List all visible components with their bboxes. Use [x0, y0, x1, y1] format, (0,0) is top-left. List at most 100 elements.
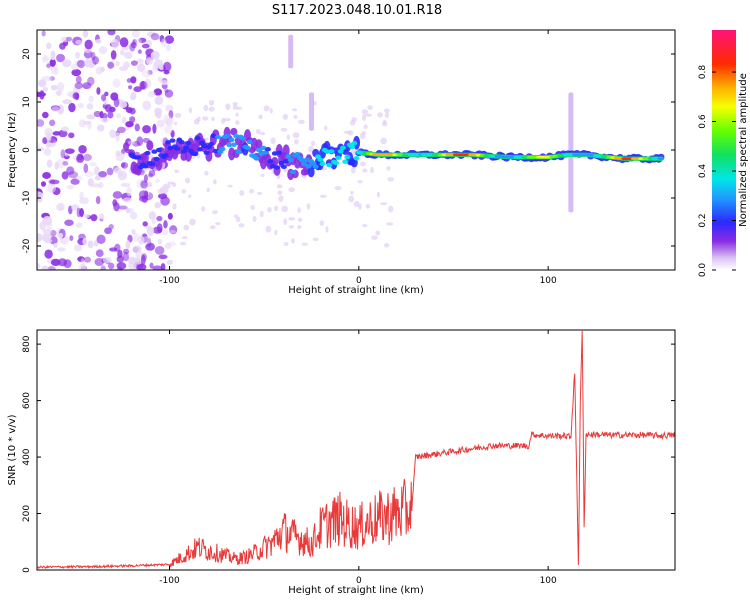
- noise-speckle: [232, 101, 238, 106]
- noise-speckle: [206, 187, 210, 193]
- noise-speckle: [100, 265, 106, 270]
- noise-speckle: [387, 177, 395, 182]
- noise-speckle: [115, 113, 122, 119]
- noise-speckle: [134, 258, 143, 265]
- noise-speckle: [146, 226, 155, 236]
- noise-speckle: [152, 123, 157, 134]
- noise-speckle: [86, 103, 94, 110]
- noise-speckle: [351, 117, 357, 123]
- noise-speckle: [60, 149, 66, 159]
- ridge-body: [267, 159, 274, 164]
- noise-speckle: [64, 148, 75, 154]
- noise-speckle: [133, 86, 142, 93]
- noise-speckle: [388, 205, 394, 213]
- noise-speckle: [165, 117, 174, 127]
- noise-speckle: [42, 229, 52, 235]
- ridge-body: [230, 142, 237, 147]
- noise-speckle: [71, 69, 82, 77]
- noise-speckle: [362, 168, 368, 173]
- noise-speckle: [380, 137, 387, 145]
- noise-speckle: [52, 131, 61, 136]
- noise-speckle: [291, 108, 298, 112]
- ridge-body: [162, 153, 169, 158]
- noise-speckle: [82, 237, 88, 246]
- ridge-body: [342, 159, 349, 164]
- noise-speckle: [125, 207, 131, 214]
- noise-speckle: [86, 114, 95, 120]
- noise-speckle: [131, 30, 141, 38]
- noise-speckle: [133, 233, 140, 243]
- ridge-body: [301, 161, 308, 167]
- noise-speckle: [288, 217, 296, 221]
- ridge-body: [169, 138, 176, 143]
- noise-speckle: [117, 266, 123, 270]
- colorbar-gradient: [712, 30, 736, 270]
- noise-speckle: [138, 190, 149, 200]
- ridge-body: [239, 136, 246, 141]
- noise-speckle: [288, 225, 295, 229]
- ridge-body: [264, 147, 271, 152]
- noise-speckle: [180, 241, 187, 246]
- y-tick-label: -10: [22, 190, 32, 205]
- ridge-body: [208, 141, 215, 147]
- noise-speckle: [71, 64, 79, 71]
- noise-speckle: [134, 123, 140, 132]
- noise-speckle: [87, 76, 95, 86]
- noise-speckle: [166, 259, 174, 265]
- noise-speckle: [164, 124, 173, 135]
- noise-speckle: [153, 59, 164, 69]
- noise-speckle: [88, 95, 94, 103]
- noise-speckle: [95, 196, 101, 205]
- noise-speckle: [50, 84, 58, 91]
- noise-speckle: [84, 256, 91, 263]
- noise-speckle: [164, 35, 175, 44]
- noise-speckle: [162, 228, 169, 236]
- noise-speckle: [312, 237, 319, 242]
- noise-speckle: [50, 64, 56, 75]
- x-tick-label: 0: [356, 276, 362, 286]
- colorbar-tick-label: 0.4: [698, 164, 708, 179]
- noise-speckle: [37, 142, 41, 148]
- ridge-body: [224, 133, 231, 139]
- noise-speckle: [109, 247, 118, 252]
- ridge-body: [299, 157, 306, 163]
- noise-speckle: [239, 190, 245, 196]
- noise-speckle: [66, 185, 74, 190]
- noise-speckle: [350, 190, 354, 195]
- noise-speckle: [384, 112, 390, 118]
- noise-speckle: [280, 127, 288, 132]
- noise-speckle: [167, 241, 177, 246]
- y-tick-label: 400: [22, 448, 32, 465]
- x-tick-label: -100: [159, 576, 180, 586]
- noise-speckle: [95, 249, 104, 257]
- noise-speckle: [110, 50, 117, 60]
- noise-speckle: [96, 124, 105, 132]
- noise-speckle: [278, 195, 284, 202]
- noise-speckle: [377, 112, 383, 118]
- noise-speckle: [139, 80, 148, 90]
- noise-speckle: [43, 148, 52, 156]
- noise-speckle: [157, 188, 165, 195]
- noise-speckle: [172, 203, 177, 210]
- ridge-body: [185, 140, 192, 146]
- ridge-body: [183, 145, 190, 150]
- ridge-body: [278, 160, 285, 166]
- noise-speckle: [282, 113, 289, 120]
- ridge-body: [165, 140, 172, 145]
- noise-speckle: [160, 38, 167, 48]
- x-tick-label: 0: [356, 576, 362, 586]
- noise-speckle: [324, 125, 328, 131]
- noise-speckle: [310, 140, 316, 147]
- noise-speckle: [107, 111, 114, 119]
- noise-speckle: [367, 105, 373, 110]
- noise-speckle: [37, 119, 45, 127]
- noise-speckle: [69, 235, 74, 241]
- noise-speckle: [297, 224, 302, 230]
- noise-speckle: [89, 162, 97, 167]
- ridge-halo: [146, 140, 154, 151]
- noise-speckle: [154, 201, 161, 209]
- noise-speckle: [166, 44, 171, 52]
- x-tick-label: -100: [159, 276, 180, 286]
- noise-speckle: [130, 76, 137, 84]
- noise-speckle: [92, 56, 100, 65]
